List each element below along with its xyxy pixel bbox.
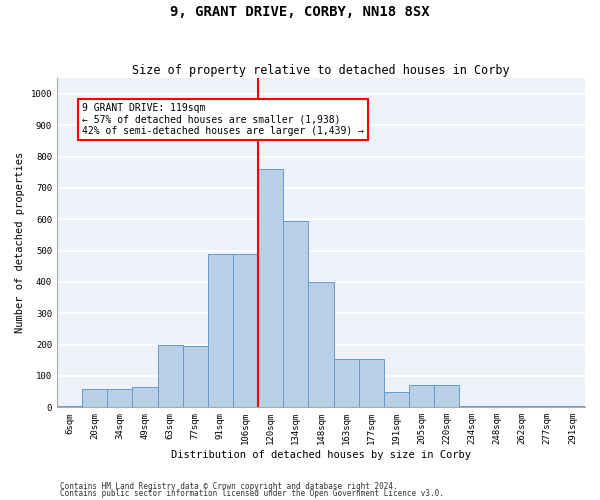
Bar [182, 346, 208, 408]
Title: Size of property relative to detached houses in Corby: Size of property relative to detached ho… [132, 64, 510, 77]
Bar [158, 344, 182, 408]
Bar [133, 387, 158, 407]
Y-axis label: Number of detached properties: Number of detached properties [15, 152, 25, 334]
Bar [434, 386, 459, 407]
Text: Contains public sector information licensed under the Open Government Licence v3: Contains public sector information licen… [60, 489, 444, 498]
Bar [107, 388, 133, 407]
X-axis label: Distribution of detached houses by size in Corby: Distribution of detached houses by size … [171, 450, 471, 460]
Bar [208, 254, 233, 408]
Bar [560, 406, 585, 407]
Bar [459, 406, 484, 407]
Bar [409, 386, 434, 407]
Text: 9, GRANT DRIVE, CORBY, NN18 8SX: 9, GRANT DRIVE, CORBY, NN18 8SX [170, 5, 430, 19]
Bar [57, 406, 82, 407]
Bar [82, 388, 107, 407]
Bar [359, 358, 384, 408]
Text: 9 GRANT DRIVE: 119sqm
← 57% of detached houses are smaller (1,938)
42% of semi-d: 9 GRANT DRIVE: 119sqm ← 57% of detached … [82, 103, 364, 136]
Bar [308, 282, 334, 408]
Bar [283, 221, 308, 408]
Bar [384, 392, 409, 407]
Bar [509, 406, 535, 407]
Text: Contains HM Land Registry data © Crown copyright and database right 2024.: Contains HM Land Registry data © Crown c… [60, 482, 398, 491]
Bar [535, 406, 560, 407]
Bar [334, 358, 359, 408]
Bar [233, 254, 258, 408]
Bar [258, 169, 283, 408]
Bar [484, 406, 509, 407]
